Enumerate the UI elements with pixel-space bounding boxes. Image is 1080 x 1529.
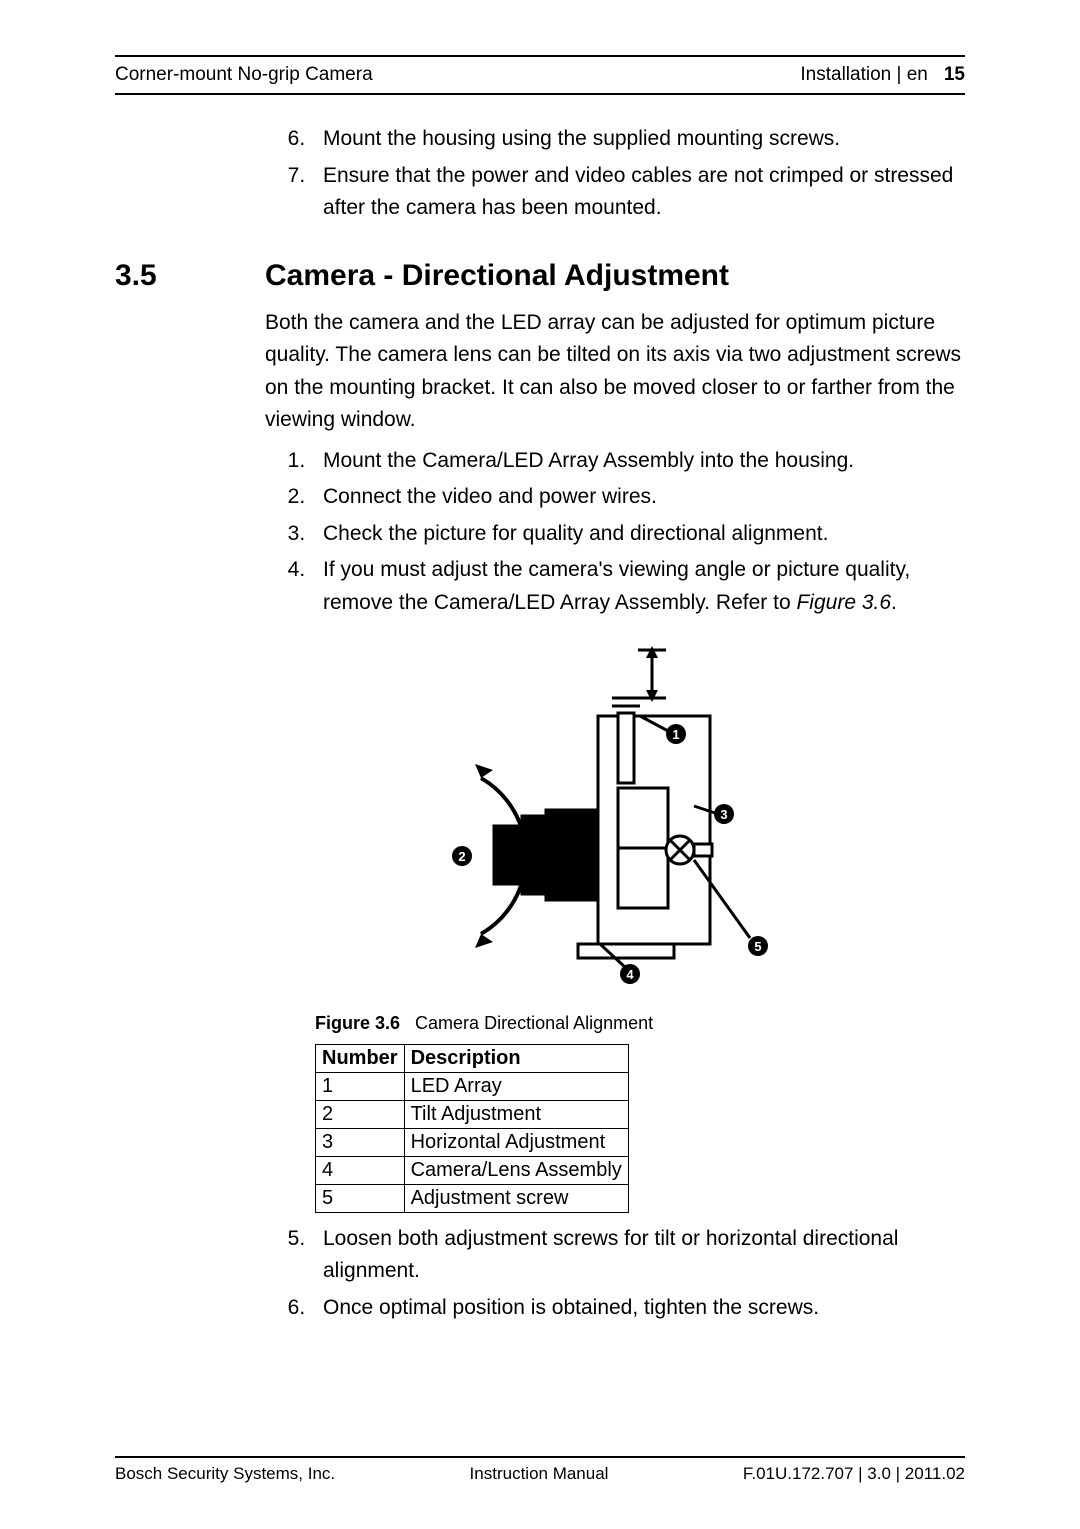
header-left: Corner-mount No-grip Camera <box>115 64 373 86</box>
page-footer: Bosch Security Systems, Inc. Instruction… <box>115 1464 965 1484</box>
table-cell: 1 <box>316 1072 405 1100</box>
footer-left: Bosch Security Systems, Inc. <box>115 1464 335 1484</box>
callout-table: NumberDescription 1LED Array2Tilt Adjust… <box>315 1044 629 1213</box>
figure-label: Figure 3.6 <box>315 1013 400 1033</box>
footer-right: F.01U.172.707 | 3.0 | 2011.02 <box>743 1464 965 1484</box>
list-item: Mount the Camera/LED Array Assembly into… <box>311 445 965 478</box>
list-item: Ensure that the power and video cables a… <box>311 160 965 225</box>
table-row: 4Camera/Lens Assembly <box>316 1156 629 1184</box>
mounting-steps-continued: Mount the housing using the supplied mou… <box>265 123 965 225</box>
header-section: Installation | en <box>800 64 927 86</box>
table-cell: Adjustment screw <box>404 1184 628 1212</box>
adjustment-steps-b: Loosen both adjustment screws for tilt o… <box>265 1223 965 1325</box>
svg-text:5: 5 <box>754 939 761 954</box>
table-cell: 5 <box>316 1184 405 1212</box>
table-row: 2Tilt Adjustment <box>316 1100 629 1128</box>
list-item: Connect the video and power wires. <box>311 481 965 514</box>
table-row: 1LED Array <box>316 1072 629 1100</box>
list-item: Check the picture for quality and direct… <box>311 518 965 551</box>
svg-text:4: 4 <box>626 967 634 982</box>
page-number: 15 <box>944 64 965 86</box>
svg-text:1: 1 <box>672 727 679 742</box>
list-item: Loosen both adjustment screws for tilt o… <box>311 1223 965 1288</box>
figure-caption-text: Camera Directional Alignment <box>415 1013 653 1033</box>
section-number: 3.5 <box>115 259 265 293</box>
table-cell: 3 <box>316 1128 405 1156</box>
section-intro: Both the camera and the LED array can be… <box>265 307 965 437</box>
svg-text:3: 3 <box>720 807 727 822</box>
table-cell: Tilt Adjustment <box>404 1100 628 1128</box>
table-header: Number <box>316 1044 405 1072</box>
table-cell: Horizontal Adjustment <box>404 1128 628 1156</box>
footer-center: Instruction Manual <box>470 1464 609 1484</box>
page-header: Corner-mount No-grip Camera Installation… <box>115 60 965 90</box>
section-heading: 3.5 Camera - Directional Adjustment <box>115 259 965 293</box>
figure-caption: Figure 3.6 Camera Directional Alignment <box>315 1013 965 1034</box>
table-row: 3Horizontal Adjustment <box>316 1128 629 1156</box>
list-item: If you must adjust the camera's viewing … <box>311 554 965 619</box>
adjustment-steps-a: Mount the Camera/LED Array Assembly into… <box>265 445 965 620</box>
list-item: Mount the housing using the supplied mou… <box>311 123 965 156</box>
svg-text:2: 2 <box>458 849 465 864</box>
table-cell: Camera/Lens Assembly <box>404 1156 628 1184</box>
top-rule <box>115 55 965 57</box>
section-title: Camera - Directional Adjustment <box>265 259 729 293</box>
table-cell: LED Array <box>404 1072 628 1100</box>
figure-reference: Figure 3.6 <box>796 591 891 614</box>
figure-3-6: 1 2 3 4 5 <box>265 638 965 1003</box>
table-cell: 2 <box>316 1100 405 1128</box>
table-cell: 4 <box>316 1156 405 1184</box>
table-header: Description <box>404 1044 628 1072</box>
header-rule <box>115 93 965 95</box>
footer-rule <box>115 1456 965 1458</box>
camera-alignment-diagram: 1 2 3 4 5 <box>430 638 800 998</box>
list-item: Once optimal position is obtained, tight… <box>311 1292 965 1325</box>
table-row: 5Adjustment screw <box>316 1184 629 1212</box>
